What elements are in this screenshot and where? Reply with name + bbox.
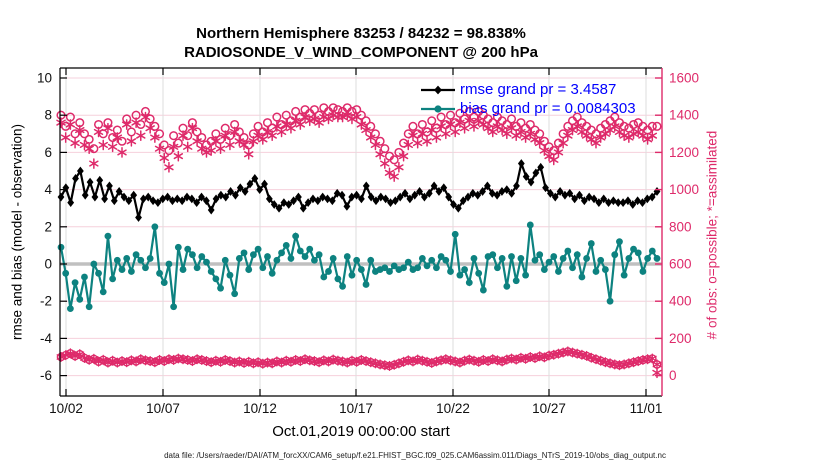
- y-right-tick-label: 200: [669, 331, 692, 346]
- bias-series: [57, 221, 661, 313]
- chart-title: Northern Hemisphere 83253 / 84232 = 98.8…: [196, 25, 526, 42]
- y-left-tick-label: 10: [37, 71, 52, 86]
- x-tick-label: 10/12: [243, 401, 277, 416]
- obs-possible-series: [56, 103, 662, 165]
- y-left-tick-label: 0: [44, 257, 52, 272]
- bias-legend-marker-icon: [421, 104, 455, 113]
- legend-label-bias: bias grand pr = 0.0084303: [460, 100, 636, 117]
- axes: [59, 67, 663, 397]
- legend-item-rmse: rmse grand pr = 3.4587: [421, 80, 636, 99]
- chart-subtitle: RADIOSONDE_V_WIND_COMPONENT @ 200 hPa: [184, 44, 538, 61]
- x-tick-label: 10/27: [532, 401, 566, 416]
- y-right-tick-label: 1400: [669, 108, 699, 123]
- data-file-path: data file: /Users/raeder/DAI/ATM_forcXX/…: [164, 451, 666, 460]
- x-tick-label: 11/01: [630, 401, 663, 416]
- y-right-tick-label: 800: [669, 219, 692, 234]
- x-tick-label: 10/02: [49, 401, 83, 416]
- obs-bottom-cluster-series: [56, 346, 662, 371]
- left-axis-label: rmse and bias (model - observation): [9, 123, 25, 341]
- y-right-tick-label: 1000: [669, 182, 699, 197]
- y-right-tick-label: 1600: [669, 71, 699, 86]
- tick-labels: 10 8 6 4 2 0 -2 -4 -6 1600 1400 1200 1000 800 600 400 20…: [37, 68, 699, 416]
- x-tick-label: 10/17: [339, 401, 373, 416]
- y-left-tick-label: -6: [40, 368, 52, 383]
- legend: rmse grand pr = 3.4587 bias grand pr = 0…: [421, 80, 636, 118]
- y-left-tick-label: 8: [44, 108, 52, 123]
- y-left-tick-label: 4: [44, 182, 52, 197]
- y-left-tick-label: -4: [40, 331, 52, 346]
- x-tick-label: 10/22: [436, 401, 470, 416]
- legend-label-rmse: rmse grand pr = 3.4587: [460, 81, 617, 98]
- y-right-tick-label: 600: [669, 257, 692, 272]
- y-left-tick-label: -2: [40, 294, 52, 309]
- y-right-tick-label: 0: [669, 368, 677, 383]
- y-right-tick-label: 1200: [669, 145, 699, 160]
- y-left-tick-label: 6: [44, 145, 52, 160]
- x-axis-label: Oct.01,2019 00:00:00 start: [272, 423, 450, 440]
- obs-assimilated-series: [56, 109, 662, 379]
- legend-item-bias: bias grand pr = 0.0084303: [421, 99, 636, 118]
- y-left-tick-label: 2: [44, 219, 52, 234]
- rmse-legend-marker-icon: [421, 85, 455, 94]
- y-right-tick-label: 400: [669, 294, 692, 309]
- right-axis-label: # of obs: o=possible; *=assimilated: [704, 130, 720, 340]
- rmse-series: [57, 159, 661, 222]
- x-tick-label: 10/07: [146, 401, 180, 416]
